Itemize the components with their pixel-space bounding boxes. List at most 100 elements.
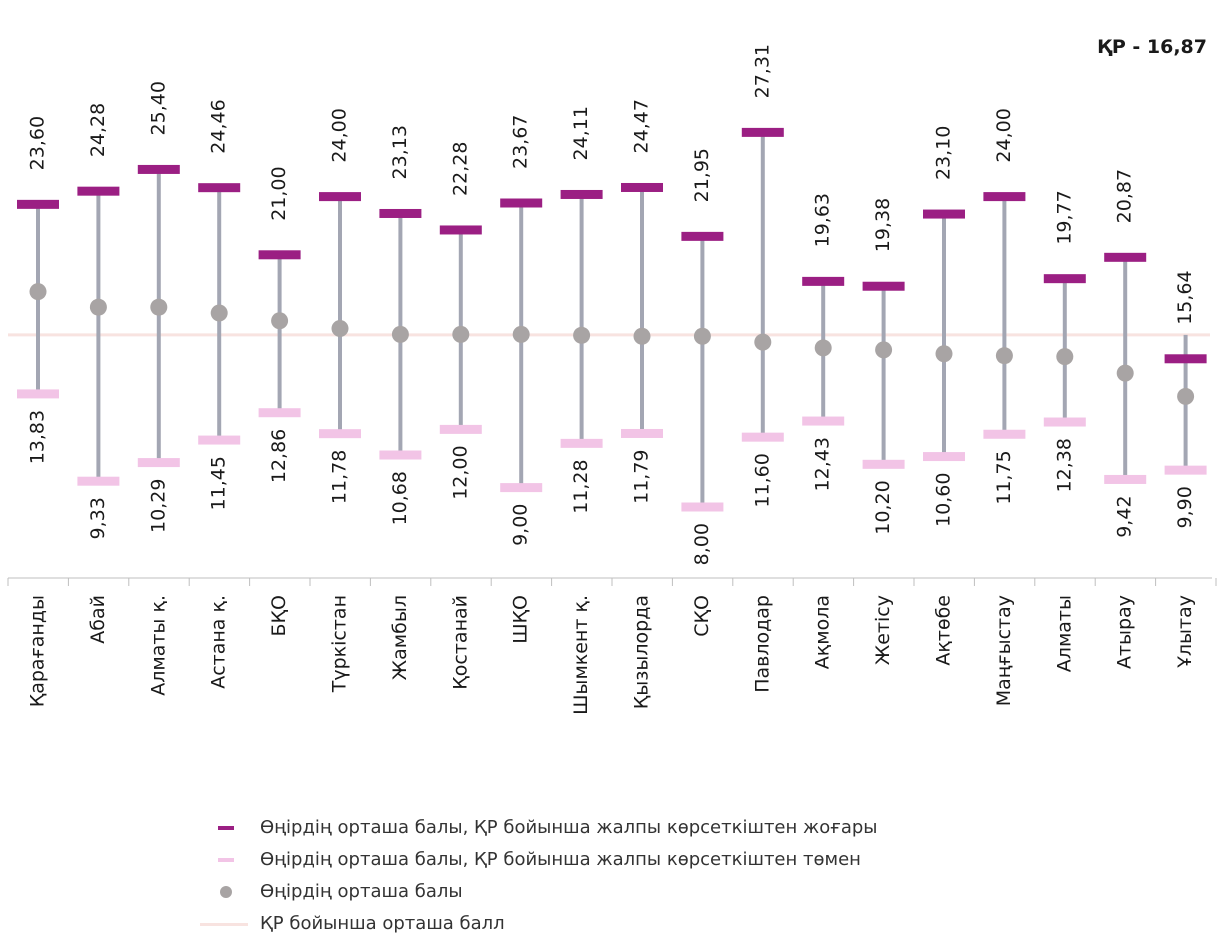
mean-dot — [331, 320, 349, 338]
max-marker — [741, 127, 784, 137]
mean-dot — [814, 339, 832, 357]
legend-average-label: ҚР бойынша орташа балл — [260, 913, 505, 934]
min-marker — [560, 438, 603, 448]
category-label: Астана қ. — [208, 595, 230, 689]
category-label: Жамбыл — [389, 595, 411, 680]
min-marker — [681, 502, 724, 512]
min-value-label: 10,60 — [933, 473, 955, 527]
min-value-label: 9,42 — [1114, 495, 1136, 537]
max-value-label: 22,28 — [449, 142, 471, 196]
min-value-label: 9,00 — [510, 504, 532, 546]
mean-dot — [935, 345, 953, 363]
min-marker — [137, 458, 180, 468]
min-marker — [77, 476, 120, 486]
max-value-label: 19,63 — [812, 193, 834, 247]
mean-dot — [452, 325, 470, 343]
category-label: Шымкент қ. — [570, 595, 592, 715]
max-value-label: 23,13 — [389, 125, 411, 179]
max-value-label: 24,46 — [208, 99, 230, 153]
category-label: Ұлытау — [1174, 595, 1196, 669]
mean-dot — [89, 298, 107, 316]
max-value-label: 24,47 — [631, 99, 653, 153]
max-value-label: 21,00 — [268, 166, 290, 220]
max-value-label: 25,40 — [147, 81, 169, 135]
min-marker — [258, 408, 301, 418]
max-marker — [1043, 274, 1086, 284]
mean-dot — [29, 283, 47, 301]
min-value-label: 10,29 — [147, 479, 169, 533]
max-marker — [862, 281, 905, 291]
min-marker — [1164, 465, 1207, 475]
legend-average-line-icon — [200, 923, 248, 926]
min-value-label: 12,38 — [1053, 438, 1075, 492]
mean-dot — [1116, 364, 1134, 382]
category-label: Атырау — [1114, 595, 1136, 669]
max-value-label: 23,60 — [27, 116, 49, 170]
legend-high-label: Өңірдің орташа балы, ҚР бойынша жалпы кө… — [260, 817, 878, 838]
min-value-label: 10,20 — [872, 480, 894, 534]
mean-dot — [995, 347, 1013, 365]
min-marker — [319, 429, 361, 439]
min-marker — [439, 424, 482, 434]
min-value-label: 11,75 — [993, 450, 1015, 504]
min-marker — [379, 450, 422, 460]
mean-dot — [1056, 348, 1074, 366]
category-label: БҚО — [268, 595, 290, 636]
legend-mean-marker-icon — [220, 886, 232, 898]
mean-dot — [573, 326, 591, 344]
legend-item-average: ҚР бойынша орташа балл — [200, 908, 878, 940]
max-value-label: 24,00 — [993, 108, 1015, 162]
max-value-label: 24,00 — [329, 108, 351, 162]
category-label: Қарағанды — [27, 595, 49, 707]
max-marker — [923, 209, 965, 219]
legend-high-marker-icon — [218, 826, 234, 830]
mean-dot — [875, 341, 893, 359]
min-value-label: 13,83 — [27, 410, 49, 464]
min-marker — [983, 429, 1026, 439]
kr-average-label: ҚР - 16,87 — [1097, 36, 1207, 58]
category-label: Түркістан — [329, 595, 351, 693]
max-value-label: 21,95 — [691, 148, 713, 202]
legend: Өңірдің орташа балы, ҚР бойынша жалпы кө… — [200, 812, 878, 940]
category-label: Алматы қ. — [147, 595, 169, 696]
max-marker — [983, 192, 1026, 202]
mean-dot — [271, 312, 289, 330]
max-value-label: 24,28 — [87, 103, 109, 157]
max-marker — [621, 182, 663, 192]
min-value-label: 11,45 — [208, 456, 230, 510]
mean-dot — [1177, 387, 1195, 405]
min-value-label: 12,43 — [812, 437, 834, 491]
max-marker — [77, 186, 120, 196]
max-marker — [258, 250, 301, 260]
mean-dot — [391, 325, 409, 343]
max-marker — [439, 225, 482, 235]
category-label: Жетісу — [872, 595, 894, 665]
max-marker — [198, 183, 241, 193]
min-value-label: 12,00 — [449, 445, 471, 499]
category-label: Қостанай — [449, 595, 471, 690]
category-label: Павлодар — [751, 595, 773, 693]
min-marker — [198, 435, 241, 445]
category-label: Абай — [87, 595, 109, 644]
min-value-label: 12,86 — [268, 429, 290, 483]
category-label: Ақмола — [812, 595, 834, 669]
min-marker — [802, 416, 845, 426]
min-marker — [1043, 417, 1086, 427]
max-value-label: 19,77 — [1053, 190, 1075, 244]
max-marker — [319, 192, 361, 202]
min-value-label: 11,78 — [329, 450, 351, 504]
max-marker — [681, 231, 724, 241]
legend-mean-label: Өңірдің орташа балы — [260, 881, 463, 902]
legend-item-mean: Өңірдің орташа балы — [200, 876, 878, 908]
min-marker — [1104, 474, 1147, 484]
max-value-label: 23,10 — [933, 126, 955, 180]
mean-dot — [693, 327, 711, 345]
legend-item-low: Өңірдің орташа балы, ҚР бойынша жалпы кө… — [200, 844, 878, 876]
mean-dot — [633, 327, 651, 345]
min-value-label: 11,60 — [751, 453, 773, 507]
category-label: Алматы — [1053, 595, 1075, 672]
mean-dot — [210, 304, 228, 322]
max-value-label: 20,87 — [1114, 169, 1136, 223]
max-marker — [802, 276, 845, 286]
max-marker — [17, 199, 59, 209]
